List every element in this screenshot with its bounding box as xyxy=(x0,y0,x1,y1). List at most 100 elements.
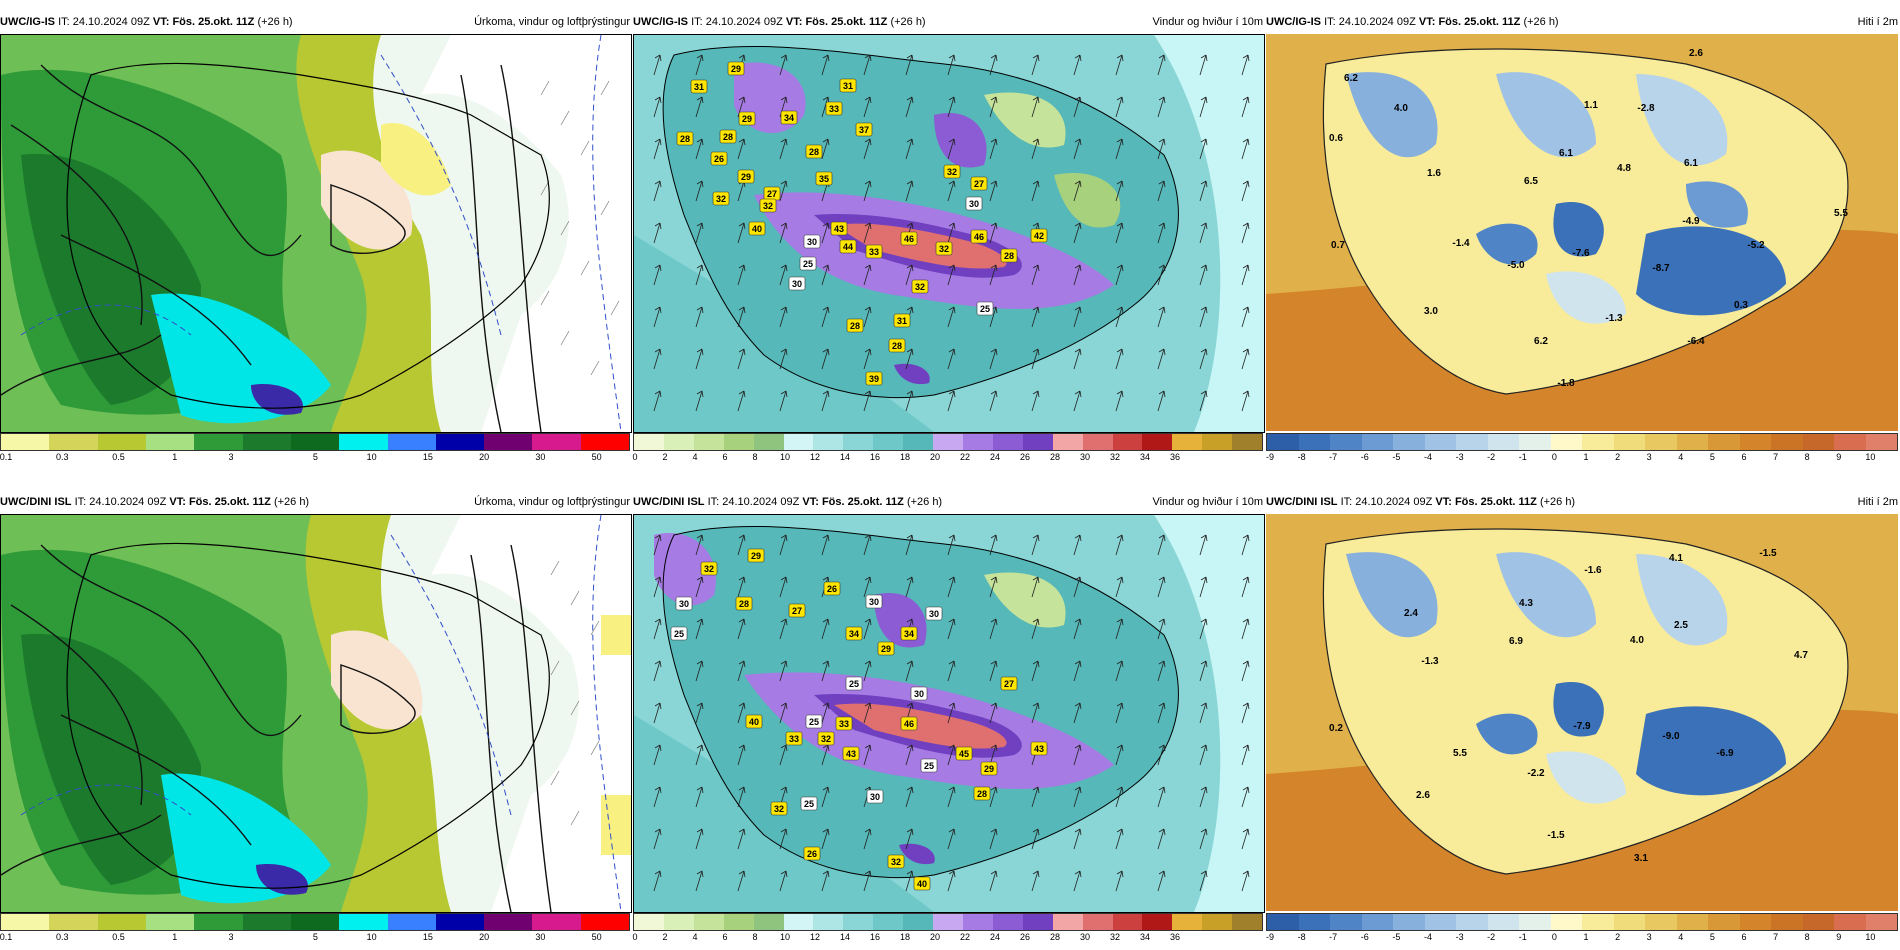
wind-arrow xyxy=(1157,348,1166,370)
wind-arrow xyxy=(1031,576,1040,598)
wind-gust-label-box xyxy=(845,626,863,641)
colorbar-swatch xyxy=(1022,914,1053,930)
colorbar-tick-label: 10 xyxy=(779,452,791,462)
panel-header: UWC/DINI ISL IT: 24.10.2024 09Z VT: Fös.… xyxy=(633,490,1265,514)
wind-gust-label: 28 xyxy=(809,147,819,157)
wind-arrow xyxy=(653,576,662,598)
wind-gust-label: 43 xyxy=(1034,744,1044,754)
wind-arrow xyxy=(821,660,830,682)
wind-arrow xyxy=(1241,870,1250,892)
colorbar-tick-label: 8 xyxy=(1804,452,1810,462)
colorbar-tick-label: 10 xyxy=(1865,452,1876,462)
wind-arrow xyxy=(1073,96,1082,118)
temp-value-label: 6.5 xyxy=(1524,176,1538,187)
colorbar-tick-label: -7 xyxy=(1329,452,1338,462)
wind-arrow xyxy=(905,660,914,682)
wind-gust-label: 32 xyxy=(939,244,949,254)
precip-colorbar-ticks: 0.1 0.3 0.5 1 3 5 10 15 20 30 50 xyxy=(0,451,630,465)
wind-gust-label-box xyxy=(865,244,883,259)
temp-value-label: 0.7 xyxy=(1331,240,1345,251)
colorbar-tick-label: 50 xyxy=(591,452,602,462)
colorbar-tick-label: 0.1 xyxy=(0,932,13,942)
colorbar-swatch xyxy=(1298,434,1330,450)
colorbar-tick-label: 10 xyxy=(366,932,377,942)
colorbar-tick-label: -6 xyxy=(1360,932,1369,942)
colorbar-swatch xyxy=(1022,434,1053,450)
wind-gust-label-box xyxy=(788,276,806,291)
wind-arrow xyxy=(1073,138,1082,160)
colorbar-tick-label: 15 xyxy=(422,932,433,942)
wind-arrow xyxy=(1115,306,1124,328)
colorbar-tick-label: -9 xyxy=(1265,932,1275,942)
wind-gust-label-box xyxy=(700,561,718,576)
wind-arrow xyxy=(1115,618,1124,640)
wind-gust-label-box xyxy=(846,318,864,333)
colorbar-tick-label: 0.3 xyxy=(55,452,69,462)
wind-gust-label: 30 xyxy=(914,689,924,699)
wind-arrow xyxy=(695,222,704,244)
vt-label: VT: xyxy=(802,496,819,508)
colorbar-tick-label: -1 xyxy=(1518,452,1527,462)
wind-gust-label: 27 xyxy=(792,606,802,616)
colorbar-tick-label: 10 xyxy=(1865,932,1876,942)
wind-arrow xyxy=(989,138,998,160)
wind-arrow xyxy=(1241,534,1250,556)
wind-arrow xyxy=(695,138,704,160)
wind-gust-label-box xyxy=(675,596,693,611)
wind-arrow xyxy=(1073,390,1082,412)
wind-gust-label-box xyxy=(780,110,798,125)
wind-gust-label: 31 xyxy=(897,316,907,326)
wind-arrow xyxy=(863,828,872,850)
wind-gust-label: 32 xyxy=(821,734,831,744)
wind-gust-label-box xyxy=(830,221,848,236)
wind-gust-label-box xyxy=(980,761,998,776)
wind-gust-label: 29 xyxy=(751,551,761,561)
wind-gust-label-box xyxy=(925,606,943,621)
wind-arrow xyxy=(737,660,746,682)
colorbar-tick-label: 36 xyxy=(1169,932,1181,942)
colorbar-swatch xyxy=(1202,434,1233,450)
wind-arrow xyxy=(1115,870,1124,892)
colorbar-tick-label: 12 xyxy=(809,932,821,942)
colorbar-swatch xyxy=(532,914,581,930)
wind-gust-label-box xyxy=(866,789,884,804)
temp-colorbar: -9 -8 -7 -6 -5 -4 -3 -2 -1 0 1 2 3 4 5 6 7 8 9 10 xyxy=(1266,433,1898,465)
wind-gust-label-box xyxy=(845,676,863,691)
wind-arrow xyxy=(1199,390,1208,412)
wind-arrow xyxy=(1031,348,1040,370)
colorbar-tick-label: 0 xyxy=(632,452,638,462)
wind-gust-label: 27 xyxy=(974,179,984,189)
wind-gust-label: 27 xyxy=(767,189,777,199)
temp-value-label: -4.9 xyxy=(1682,216,1700,227)
wind-arrow xyxy=(863,660,872,682)
wind-panel-bottom: UWC/DINI ISL IT: 24.10.2024 09Z VT: Fös.… xyxy=(632,490,1265,948)
wind-arrow xyxy=(989,786,998,808)
wind-map-svg: 29 31 29 28 28 26 29 27 32 31 33 34 28 37 40 32 35 43 46 27… xyxy=(634,35,1264,432)
colorbar-tick-label: 20 xyxy=(479,452,490,462)
panel-title: Úrkoma, vindur og loftþrýstingur xyxy=(474,496,630,508)
colorbar-swatch xyxy=(1708,434,1740,450)
temp-value-label: -1.5 xyxy=(1759,548,1777,559)
wind-gust-label: 33 xyxy=(789,734,799,744)
wind-gust-label-box xyxy=(842,746,860,761)
colorbar-swatch xyxy=(1613,434,1645,450)
wind-gust-label-box xyxy=(976,301,994,316)
temp-value-label: 1.6 xyxy=(1427,168,1441,179)
colorbar-swatch xyxy=(813,434,844,450)
wind-gust-label: 30 xyxy=(929,609,939,619)
colorbar-tick-label: -5 xyxy=(1392,932,1401,942)
wind-colorbar-swatches xyxy=(633,913,1263,931)
colorbar-swatch xyxy=(663,434,694,450)
colorbar-swatch xyxy=(1298,914,1330,930)
colorbar-tick-label: 1 xyxy=(1583,452,1589,462)
colorbar-swatch xyxy=(1582,434,1614,450)
wind-arrow xyxy=(1199,870,1208,892)
wind-arrow xyxy=(905,870,914,892)
temp-value-label: 3.1 xyxy=(1634,853,1648,864)
panel-header: UWC/DINI ISL IT: 24.10.2024 09Z VT: Fös.… xyxy=(0,490,632,514)
colorbar-swatch xyxy=(843,434,874,450)
wind-arrow xyxy=(821,222,830,244)
wind-arrow xyxy=(821,54,830,76)
wind-arrow xyxy=(1199,660,1208,682)
colorbar-swatch xyxy=(1582,914,1614,930)
